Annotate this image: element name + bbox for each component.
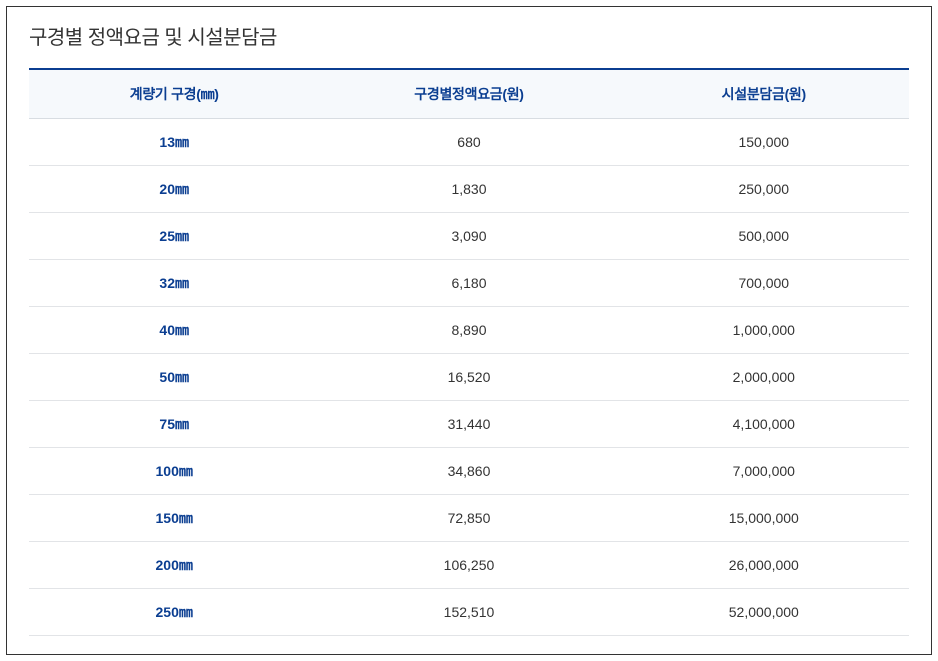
cell-fee: 8,890 xyxy=(319,307,618,354)
table-row: 25㎜ 3,090 500,000 xyxy=(29,213,909,260)
cell-facility: 15,000,000 xyxy=(619,495,909,542)
cell-fee: 6,180 xyxy=(319,260,618,307)
table-row: 150㎜ 72,850 15,000,000 xyxy=(29,495,909,542)
cell-fee: 152,510 xyxy=(319,589,618,636)
cell-size: 75㎜ xyxy=(29,401,319,448)
cell-facility: 250,000 xyxy=(619,166,909,213)
table-title: 구경별 정액요금 및 시설분담금 xyxy=(29,21,909,50)
cell-facility: 700,000 xyxy=(619,260,909,307)
cell-size: 32㎜ xyxy=(29,260,319,307)
cell-facility: 7,000,000 xyxy=(619,448,909,495)
table-row: 13㎜ 680 150,000 xyxy=(29,119,909,166)
table-row: 20㎜ 1,830 250,000 xyxy=(29,166,909,213)
cell-fee: 1,830 xyxy=(319,166,618,213)
cell-fee: 680 xyxy=(319,119,618,166)
cell-facility: 1,000,000 xyxy=(619,307,909,354)
cell-facility: 26,000,000 xyxy=(619,542,909,589)
cell-size: 100㎜ xyxy=(29,448,319,495)
table-row: 32㎜ 6,180 700,000 xyxy=(29,260,909,307)
cell-size: 25㎜ xyxy=(29,213,319,260)
col-header-fee: 구경별정액요금(원) xyxy=(319,69,618,119)
cell-facility: 150,000 xyxy=(619,119,909,166)
cell-facility: 4,100,000 xyxy=(619,401,909,448)
table-row: 40㎜ 8,890 1,000,000 xyxy=(29,307,909,354)
table-row: 75㎜ 31,440 4,100,000 xyxy=(29,401,909,448)
cell-size: 250㎜ xyxy=(29,589,319,636)
fee-table-panel: 구경별 정액요금 및 시설분담금 계량기 구경(㎜) 구경별정액요금(원) 시설… xyxy=(6,6,932,655)
cell-fee: 72,850 xyxy=(319,495,618,542)
cell-fee: 34,860 xyxy=(319,448,618,495)
cell-size: 13㎜ xyxy=(29,119,319,166)
table-row: 200㎜ 106,250 26,000,000 xyxy=(29,542,909,589)
col-header-facility: 시설분담금(원) xyxy=(619,69,909,119)
table-body: 13㎜ 680 150,000 20㎜ 1,830 250,000 25㎜ 3,… xyxy=(29,119,909,636)
col-header-size: 계량기 구경(㎜) xyxy=(29,69,319,119)
cell-facility: 500,000 xyxy=(619,213,909,260)
table-row: 250㎜ 152,510 52,000,000 xyxy=(29,589,909,636)
cell-size: 20㎜ xyxy=(29,166,319,213)
cell-fee: 106,250 xyxy=(319,542,618,589)
cell-size: 40㎜ xyxy=(29,307,319,354)
cell-fee: 16,520 xyxy=(319,354,618,401)
table-header-row: 계량기 구경(㎜) 구경별정액요금(원) 시설분담금(원) xyxy=(29,69,909,119)
fee-table: 계량기 구경(㎜) 구경별정액요금(원) 시설분담금(원) 13㎜ 680 15… xyxy=(29,68,909,636)
table-row: 100㎜ 34,860 7,000,000 xyxy=(29,448,909,495)
cell-size: 150㎜ xyxy=(29,495,319,542)
cell-size: 50㎜ xyxy=(29,354,319,401)
cell-fee: 3,090 xyxy=(319,213,618,260)
table-row: 50㎜ 16,520 2,000,000 xyxy=(29,354,909,401)
cell-fee: 31,440 xyxy=(319,401,618,448)
cell-facility: 52,000,000 xyxy=(619,589,909,636)
cell-facility: 2,000,000 xyxy=(619,354,909,401)
cell-size: 200㎜ xyxy=(29,542,319,589)
